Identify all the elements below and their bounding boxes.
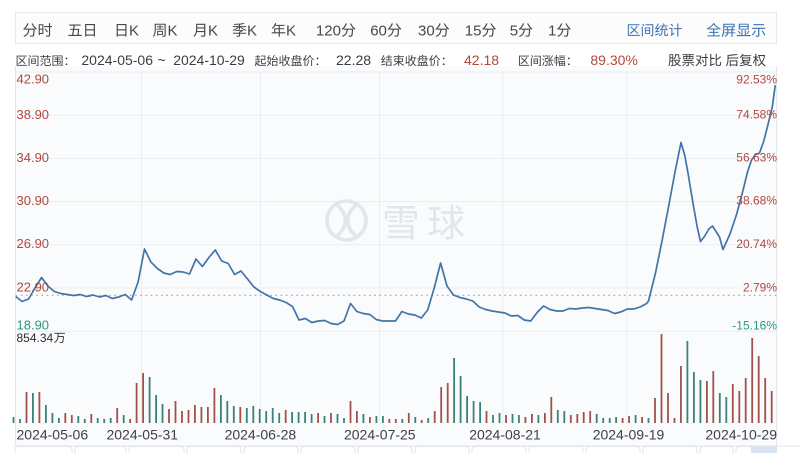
svg-text:15: 15 (465, 23, 482, 40)
svg-text:2024-06-28: 2024-06-28 (225, 427, 297, 443)
svg-text:2.79%: 2.79% (743, 280, 777, 294)
svg-text:42.90: 42.90 (17, 72, 50, 87)
svg-text:-15.16%: -15.16% (732, 318, 777, 332)
svg-text:18.90: 18.90 (17, 318, 50, 333)
svg-text:2024-07-25: 2024-07-25 (344, 427, 416, 443)
svg-text:2024-05-06: 2024-05-06 (17, 427, 89, 443)
svg-text:K: K (168, 23, 178, 40)
svg-text:22.90: 22.90 (17, 280, 50, 295)
svg-text:42.18: 42.18 (464, 52, 499, 68)
svg-text:K: K (208, 23, 218, 40)
svg-text:K: K (129, 23, 139, 40)
svg-text:38.68%: 38.68% (736, 194, 777, 208)
svg-text:2024-10-29: 2024-10-29 (705, 427, 777, 443)
svg-text:~: ~ (158, 52, 166, 68)
svg-text:2024-05-06: 2024-05-06 (81, 52, 153, 68)
svg-text:2024-10-29: 2024-10-29 (173, 52, 245, 68)
svg-text:2024-05-31: 2024-05-31 (106, 427, 178, 443)
svg-text:56.63%: 56.63% (736, 151, 777, 165)
svg-text:20.74%: 20.74% (736, 237, 777, 251)
svg-text:60: 60 (370, 23, 387, 40)
svg-text:2024-08-21: 2024-08-21 (469, 427, 541, 443)
svg-text:K: K (247, 23, 257, 40)
svg-text:5: 5 (510, 23, 518, 40)
svg-text:74.58%: 74.58% (736, 108, 777, 122)
svg-text:22.28: 22.28 (336, 52, 371, 68)
svg-text:120: 120 (316, 23, 341, 40)
svg-text:2024-09-19: 2024-09-19 (593, 427, 665, 443)
svg-text:854.34: 854.34 (17, 331, 54, 345)
svg-text:34.90: 34.90 (17, 150, 50, 165)
svg-text:30: 30 (418, 23, 435, 40)
svg-text:26.90: 26.90 (17, 236, 50, 251)
svg-text:K: K (286, 23, 296, 40)
svg-text:89.30%: 89.30% (590, 52, 637, 68)
svg-text:30.90: 30.90 (17, 193, 50, 208)
svg-text:38.90: 38.90 (17, 107, 50, 122)
svg-text:1: 1 (548, 23, 556, 40)
svg-text:92.53%: 92.53% (736, 72, 777, 86)
